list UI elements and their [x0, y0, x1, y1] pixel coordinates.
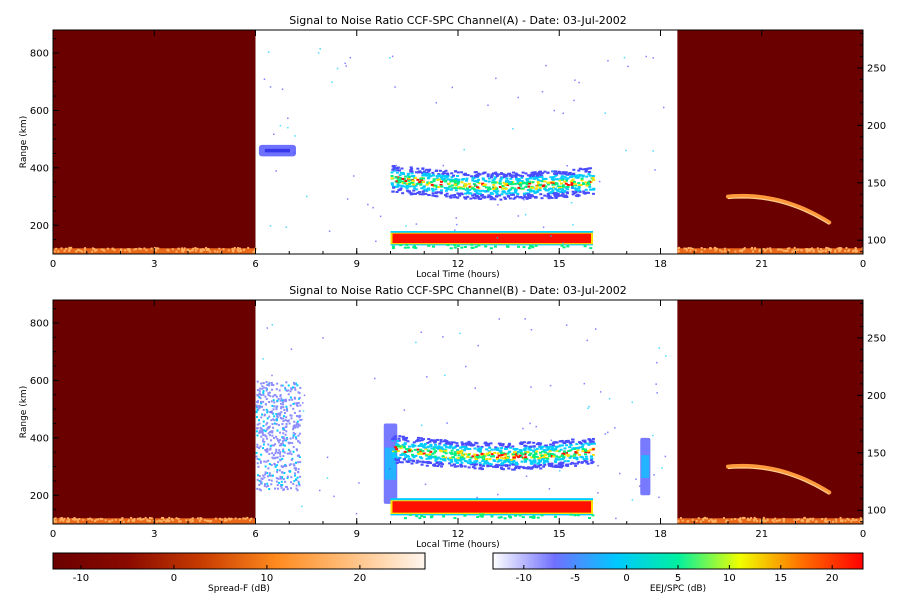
- night-span: [53, 300, 256, 524]
- night-span: [53, 30, 256, 254]
- x-tick-label: 15: [553, 529, 566, 540]
- echo-feature: [677, 516, 863, 524]
- colorbar-tick-label: 20: [826, 573, 839, 584]
- colorbar-tick-label: 0: [623, 573, 629, 584]
- night-span: [677, 30, 863, 254]
- x-tick-label: 0: [50, 529, 56, 540]
- y-tick-label: 200: [30, 221, 49, 232]
- x-axis-label: Local Time (hours): [416, 270, 499, 280]
- x-tick-label: 21: [755, 529, 768, 540]
- y-tick-label: 400: [30, 163, 49, 174]
- y2-tick-label: 100: [867, 236, 886, 247]
- x-tick-label: 0: [50, 259, 56, 270]
- x-tick-label: 18: [654, 529, 667, 540]
- echo-feature: [677, 246, 863, 254]
- y-tick-label: 600: [30, 376, 49, 387]
- echo-feature: [390, 498, 595, 520]
- panel-0: 0 3 6 9 12 15 18 21 0 200 400 600 800 100 150 200 250 Sig…: [19, 14, 886, 280]
- plot-area: [53, 300, 863, 524]
- y-axis-label: Range (km): [19, 116, 29, 168]
- colorbar-tick-label: -5: [570, 573, 580, 584]
- echo-feature: [390, 231, 593, 250]
- x-tick-label: 12: [452, 529, 465, 540]
- y-tick-label: 600: [30, 106, 49, 117]
- colorbar-gradient: [52, 552, 426, 570]
- echo-feature: [390, 435, 596, 471]
- echo-feature: [255, 380, 302, 492]
- x-tick-label: 9: [354, 529, 360, 540]
- x-tick-label: 3: [151, 529, 157, 540]
- colorbar-tick-label: -10: [516, 573, 532, 584]
- colorbar-tick-label: -10: [73, 573, 89, 584]
- y-tick-label: 400: [30, 433, 49, 444]
- x-tick-label: 0: [860, 259, 866, 270]
- colorbar-tick-label: 15: [774, 573, 787, 584]
- colorbar-tick-label: 20: [354, 573, 367, 584]
- panel-1: 0 3 6 9 12 15 18 21 0 200 400 600 800 100 150 200 250 Sig…: [19, 284, 886, 550]
- y2-tick-label: 100: [867, 506, 886, 517]
- colorbar-tick-label: 0: [171, 573, 177, 584]
- x-tick-label: 6: [252, 529, 258, 540]
- y2-tick-label: 250: [867, 63, 886, 74]
- plot-area: [53, 30, 863, 254]
- echo-feature: [258, 144, 296, 157]
- x-tick-label: 18: [654, 259, 667, 270]
- x-tick-label: 15: [553, 259, 566, 270]
- y2-tick-label: 250: [867, 333, 886, 344]
- y-tick-label: 200: [30, 491, 49, 502]
- x-tick-label: 0: [860, 529, 866, 540]
- y-tick-label: 800: [30, 48, 49, 59]
- colorbar-1: -10 -5 0 5 10 15 20 EEJ/SPC (dB): [492, 552, 864, 594]
- x-tick-label: 3: [151, 259, 157, 270]
- colorbar-tick-label: 10: [723, 573, 736, 584]
- echo-feature: [726, 193, 832, 225]
- echo-feature: [383, 423, 398, 504]
- colorbar-label: EEJ/SPC (dB): [650, 584, 706, 594]
- x-axis-label: Local Time (hours): [416, 540, 499, 550]
- x-tick-label: 12: [452, 259, 465, 270]
- y2-tick-label: 150: [867, 448, 886, 459]
- y2-tick-label: 150: [867, 178, 886, 189]
- y2-tick-label: 200: [867, 121, 886, 132]
- y2-tick-label: 200: [867, 391, 886, 402]
- night-span: [677, 300, 863, 524]
- colorbar-label: Spread-F (dB): [208, 584, 270, 594]
- colorbar-tick-label: 10: [261, 573, 274, 584]
- y-tick-label: 800: [30, 318, 49, 329]
- colorbar-0: -10 0 10 20 Spread-F (dB): [52, 552, 426, 594]
- x-tick-label: 21: [755, 259, 768, 270]
- echo-feature: [390, 164, 596, 201]
- x-tick-label: 6: [252, 259, 258, 270]
- chart-title: Signal to Noise Ratio CCF-SPC Channel(B)…: [289, 284, 627, 297]
- echo-feature: [726, 463, 832, 495]
- echo-feature: [640, 437, 651, 496]
- y-axis-label: Range (km): [19, 386, 29, 438]
- chart-title: Signal to Noise Ratio CCF-SPC Channel(A)…: [289, 14, 627, 27]
- x-tick-label: 9: [354, 259, 360, 270]
- colorbar-tick-label: 5: [675, 573, 681, 584]
